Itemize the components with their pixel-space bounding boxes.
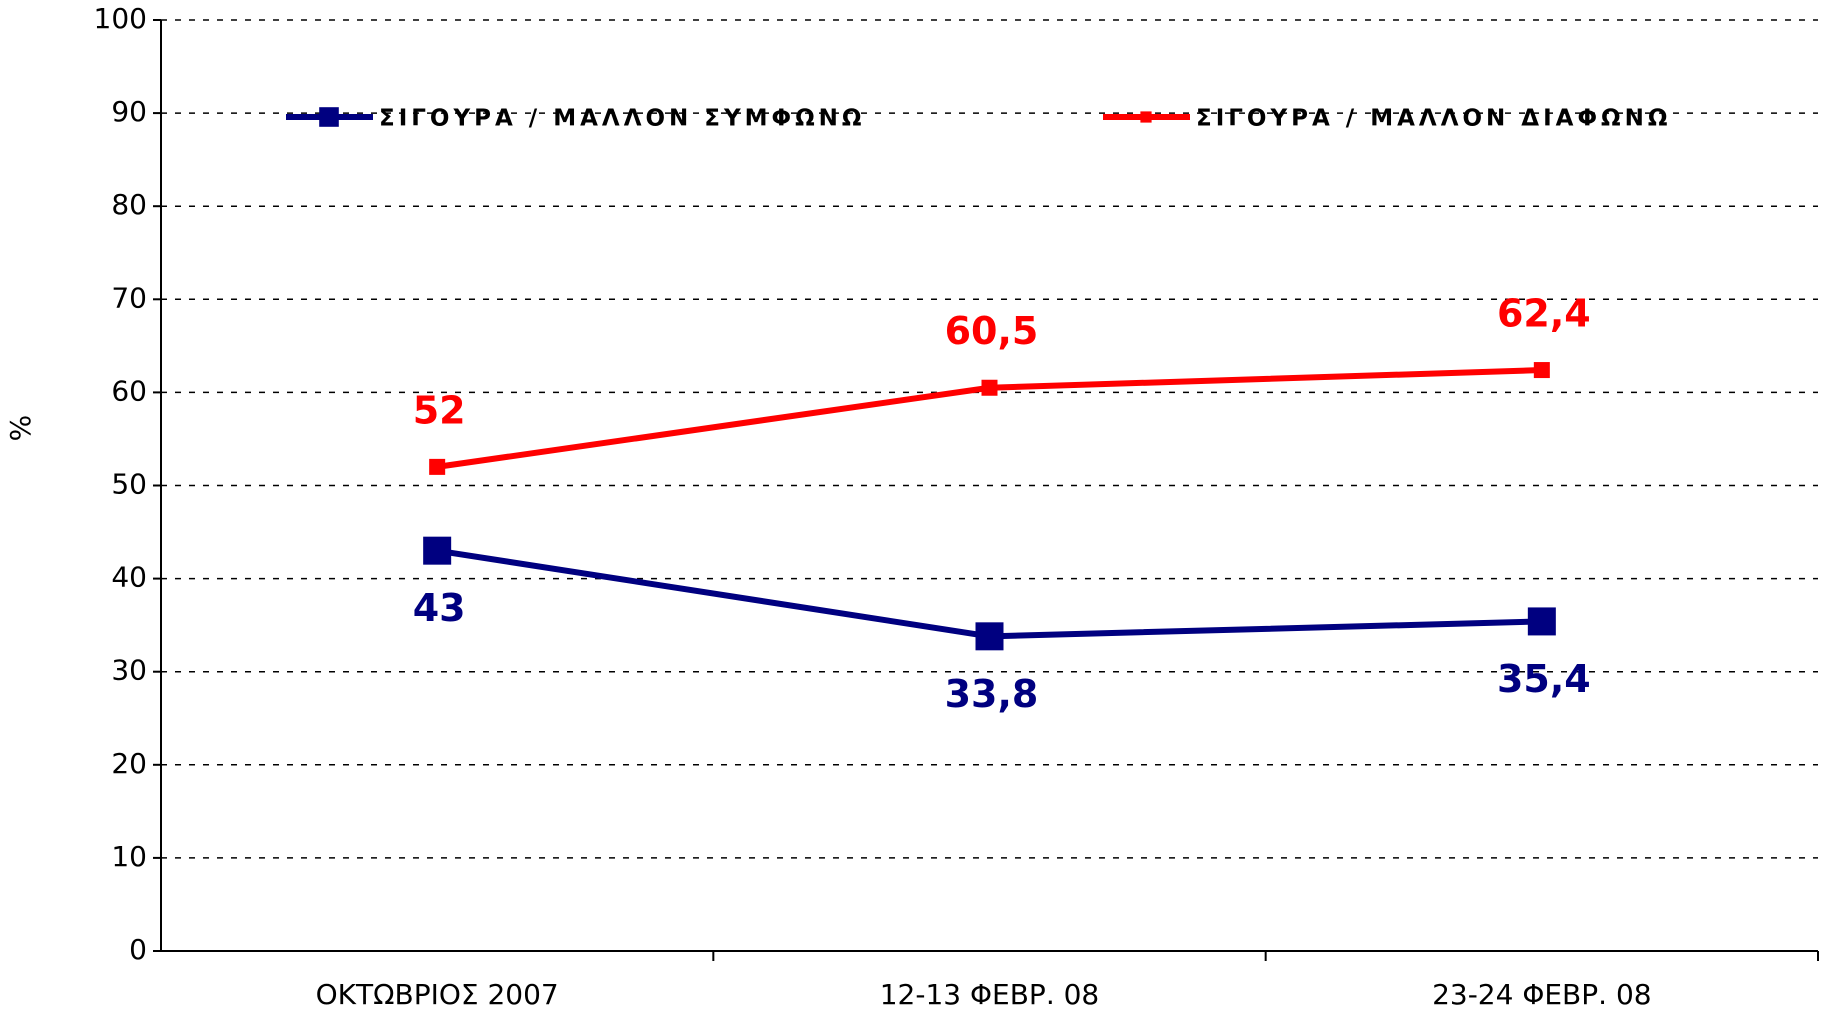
legend-label: ΣΙΓΟΥΡΑ / ΜΑΛΛΟΝ ΣΥΜΦΩΝΩ: [379, 106, 865, 132]
data-label: 52: [413, 388, 466, 432]
y-tick-label: 0: [129, 933, 147, 966]
legend-label: ΣΙΓΟΥΡΑ / ΜΑΛΛΟΝ ΔΙΑΦΩΝΩ: [1196, 106, 1671, 132]
y-tick-label: 100: [94, 2, 147, 35]
data-label: 35,4: [1497, 657, 1591, 701]
x-tick-label: 23-24 ΦΕΒΡ. 08: [1432, 978, 1652, 1011]
y-tick-label: 40: [111, 561, 147, 594]
marker: [423, 536, 452, 565]
data-label: 62,4: [1497, 292, 1591, 336]
legend-marker: [319, 107, 339, 127]
data-label: 33,8: [945, 672, 1039, 716]
y-tick-label: 70: [111, 281, 147, 314]
x-tick-label: ΟΚΤΩΒΡΙΟΣ 2007: [316, 978, 559, 1011]
y-tick-label: 20: [111, 747, 147, 780]
y-tick-label: 60: [111, 374, 147, 407]
y-tick-label: 50: [111, 468, 147, 501]
marker: [975, 622, 1004, 651]
marker: [1527, 607, 1556, 636]
x-tick-label: 12-13 ΦΕΒΡ. 08: [880, 978, 1100, 1011]
data-label: 43: [413, 586, 466, 630]
y-tick-label: 80: [111, 188, 147, 221]
marker: [1533, 362, 1550, 379]
data-label: 60,5: [945, 309, 1039, 353]
y-axis-label: %: [4, 415, 37, 442]
legend-marker: [1140, 111, 1152, 123]
y-tick-label: 10: [111, 840, 147, 873]
marker: [429, 458, 446, 475]
y-tick-label: 30: [111, 654, 147, 687]
marker: [981, 379, 998, 396]
y-tick-label: 90: [111, 95, 147, 128]
